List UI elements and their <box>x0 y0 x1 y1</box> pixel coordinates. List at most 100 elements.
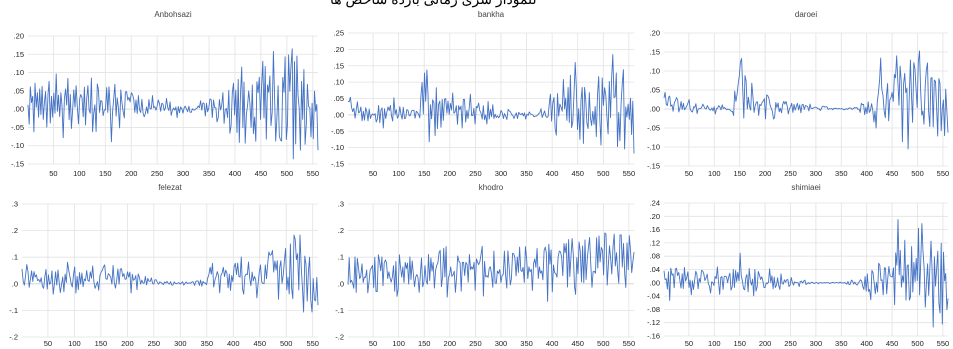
x-tick-label: 450 <box>571 169 584 178</box>
chart-title: Anbohsazi <box>154 10 192 19</box>
x-tick-label: 350 <box>203 169 216 178</box>
x-tick-label: 200 <box>444 169 457 178</box>
x-tick-label: 400 <box>229 169 242 178</box>
y-tick-label: .1 <box>338 253 344 262</box>
y-tick-label: .0 <box>12 279 18 288</box>
x-tick-label: 400 <box>227 339 240 348</box>
x-tick-label: 350 <box>835 339 848 348</box>
y-tick-label: .2 <box>338 226 344 235</box>
y-tick-label: -.1 <box>9 306 18 315</box>
chart-panel-bankha: bankha .25 .20 .15 .10 .05 .00 -.05 -.10 -.15 50 10… <box>331 10 636 178</box>
x-tick-label: 100 <box>68 339 81 348</box>
x-tick-label: 50 <box>44 339 52 348</box>
x-tick-label: 100 <box>392 169 405 178</box>
y-tick-label: .00 <box>650 278 660 287</box>
y-tick-label: .24 <box>650 199 660 208</box>
y-tick-label: .15 <box>14 50 24 59</box>
chart-title: shimiaei <box>791 183 821 192</box>
x-tick-label: 200 <box>759 339 772 348</box>
x-tick-label: 50 <box>369 339 377 348</box>
x-tick-label: 500 <box>911 339 924 348</box>
x-tick-label: 50 <box>369 169 377 178</box>
x-tick-label: 200 <box>759 169 772 178</box>
y-tick-label: -.10 <box>11 141 24 150</box>
x-tick-label: 500 <box>281 169 294 178</box>
x-tick-label: 400 <box>860 169 873 178</box>
y-tick-label: .10 <box>650 67 660 76</box>
y-tick-label: -.12 <box>647 318 660 327</box>
x-tick-label: 300 <box>495 169 508 178</box>
x-tick-label: 400 <box>860 339 873 348</box>
series-line <box>347 232 635 302</box>
x-tick-label: 550 <box>937 339 950 348</box>
x-tick-label: 500 <box>280 339 293 348</box>
x-tick-label: 50 <box>685 339 693 348</box>
x-tick-label: 150 <box>733 339 746 348</box>
y-tick-label: .00 <box>334 110 344 119</box>
x-tick-label: 300 <box>810 339 823 348</box>
x-tick-label: 300 <box>810 169 823 178</box>
x-tick-label: 350 <box>201 339 214 348</box>
x-tick-label: 100 <box>708 169 721 178</box>
x-tick-label: 250 <box>469 339 482 348</box>
chart-panel-khodro: khodro .3 .2 .1 .0 -.1 -.2 50 100 150 200 250 300 350… <box>335 183 636 348</box>
y-tick-label: -.10 <box>331 143 344 152</box>
series-line <box>663 50 949 150</box>
y-tick-label: .05 <box>14 86 24 95</box>
x-tick-label: 250 <box>784 169 797 178</box>
x-tick-label: 550 <box>623 169 636 178</box>
y-tick-label: -.2 <box>335 333 344 342</box>
chart-title: daroei <box>795 10 817 19</box>
x-tick-label: 400 <box>546 339 559 348</box>
chart-title: felezat <box>158 183 182 192</box>
x-tick-label: 250 <box>148 339 161 348</box>
y-tick-label: .15 <box>334 61 344 70</box>
x-tick-label: 500 <box>597 339 610 348</box>
x-tick-label: 150 <box>418 169 431 178</box>
y-tick-label: .12 <box>650 238 660 247</box>
y-tick-label: .1 <box>12 253 18 262</box>
y-tick-label: .05 <box>334 94 344 103</box>
y-tick-label: .3 <box>12 200 18 209</box>
x-tick-label: 550 <box>623 339 636 348</box>
x-tick-label: 150 <box>95 339 108 348</box>
y-tick-label: -.16 <box>647 332 660 341</box>
x-tick-label: 350 <box>520 339 533 348</box>
y-tick-label: -.05 <box>11 123 24 132</box>
chart-title: bankha <box>478 10 505 19</box>
series-line <box>347 54 635 154</box>
x-tick-label: 150 <box>733 169 746 178</box>
x-tick-label: 450 <box>886 339 899 348</box>
y-tick-label: -.05 <box>647 124 660 133</box>
x-tick-label: 250 <box>151 169 164 178</box>
x-tick-label: 550 <box>937 169 950 178</box>
chart-panel-anbohsazi: Anbohsazi .20 .15 .10 .05 .00 -.05 -.10 -.15 50 10… <box>11 10 320 178</box>
chart-panel-daroei: daroei .20 .15 .10 .05 .00 -.05 -.10 -.15 50 100 15… <box>647 10 950 178</box>
y-tick-label: .25 <box>334 29 344 38</box>
x-tick-label: 550 <box>307 169 320 178</box>
y-tick-label: -.04 <box>647 292 660 301</box>
y-tick-label: .00 <box>14 105 24 114</box>
x-tick-label: 250 <box>784 339 797 348</box>
y-tick-label: -.1 <box>335 306 344 315</box>
x-tick-label: 450 <box>255 169 268 178</box>
x-tick-label: 200 <box>121 339 134 348</box>
x-tick-label: 50 <box>685 169 693 178</box>
x-tick-label: 450 <box>571 339 584 348</box>
y-tick-label: .20 <box>650 212 660 221</box>
y-tick-label: .20 <box>334 45 344 54</box>
y-tick-label: .10 <box>334 78 344 87</box>
x-tick-label: 550 <box>306 339 319 348</box>
chart-panel-shimiaei: shimiaei .24 .20 .16 .12 .08 .04 .00 -.04 -.08 -.1… <box>647 183 950 348</box>
x-tick-label: 500 <box>911 169 924 178</box>
x-tick-label: 500 <box>597 169 610 178</box>
x-tick-label: 100 <box>73 169 86 178</box>
x-tick-label: 300 <box>495 339 508 348</box>
x-tick-label: 250 <box>469 169 482 178</box>
x-tick-label: 100 <box>392 339 405 348</box>
y-tick-label: -.10 <box>647 143 660 152</box>
y-tick-label: .2 <box>12 226 18 235</box>
y-tick-label: .00 <box>650 105 660 114</box>
top-caption: لنمودار سری زمانی بازده شاخص ها <box>330 0 537 8</box>
